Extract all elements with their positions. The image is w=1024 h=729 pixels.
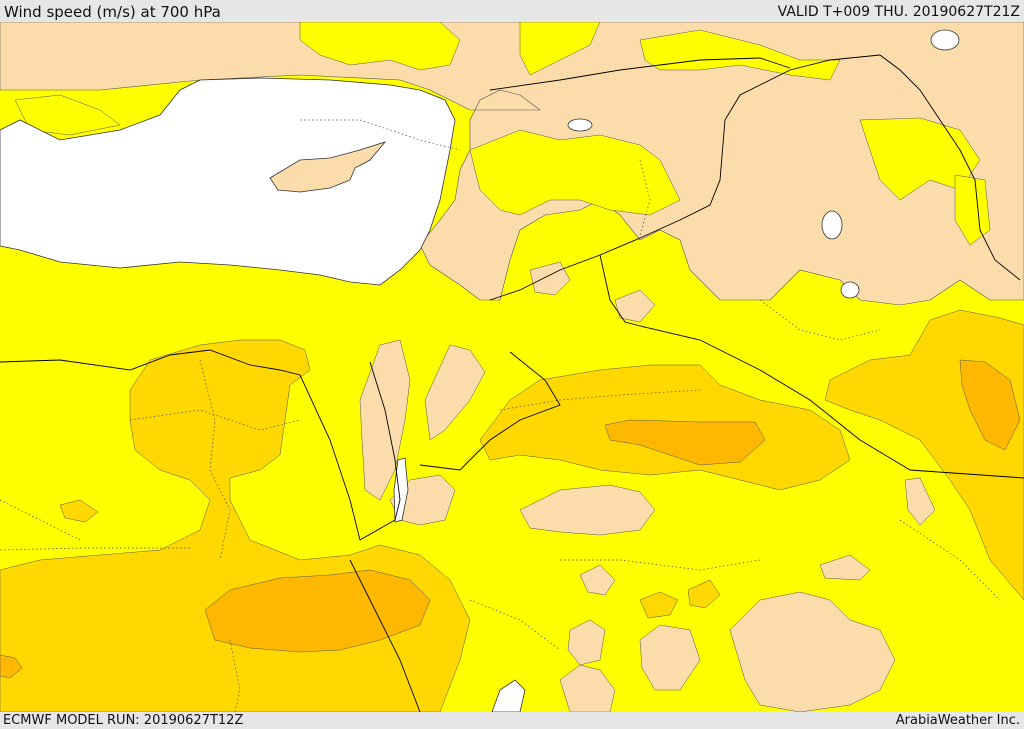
wind-patch-north3 — [639, 29, 841, 81]
lake-van — [930, 29, 960, 51]
calm-patch-small1 — [579, 564, 616, 596]
calm-patch-jordan — [424, 344, 486, 441]
model-run: ECMWF MODEL RUN: 20190627T12Z — [3, 713, 244, 728]
wind-blob-south2 — [687, 579, 721, 609]
header-bar: Wind speed (m/s) at 700 hPa VALID T+009 … — [0, 0, 1024, 22]
wind-patch-north2 — [519, 22, 601, 76]
wind-core-gulf — [959, 359, 1021, 451]
red-sea-tip — [491, 679, 526, 712]
calm-patch-small5 — [614, 289, 656, 323]
lake-tharthar — [821, 210, 843, 240]
calm-patch-negev — [359, 339, 411, 501]
country-borders — [0, 54, 1024, 712]
mediterranean-sea — [0, 77, 456, 286]
calm-patch-small3 — [904, 477, 936, 526]
wind-blob-south1 — [639, 591, 679, 619]
province-boundaries — [0, 119, 1001, 712]
cyprus — [269, 141, 387, 193]
calm-patch-south1 — [519, 484, 656, 536]
valid-time: VALID T+009 THU. 20190627T21Z — [777, 4, 1020, 20]
calm-patch-south4 — [639, 624, 701, 691]
calm-patch-south2 — [729, 591, 896, 712]
wind-patch-syria — [469, 129, 681, 216]
footer-bar: ECMWF MODEL RUN: 20190627T12Z ArabiaWeat… — [0, 712, 1024, 729]
map-title: Wind speed (m/s) at 700 hPa — [4, 3, 221, 21]
lake-habbaniyah — [840, 281, 860, 299]
calm-patch-small2 — [819, 554, 871, 581]
lake-assad — [567, 118, 593, 132]
wind-core-egypt — [204, 569, 431, 653]
wind-blob-sw — [0, 654, 23, 679]
wind-blob-west — [59, 499, 99, 523]
wind-patch-north1 — [299, 22, 461, 71]
dead-sea — [393, 457, 409, 523]
wind-core-arabia — [604, 419, 766, 466]
credit: ArabiaWeather Inc. — [895, 713, 1020, 728]
calm-patch-south5 — [567, 619, 606, 666]
wind-patch-east — [954, 174, 991, 246]
wind-patch-iraq — [859, 117, 981, 201]
wind-map[interactable] — [0, 22, 1024, 712]
